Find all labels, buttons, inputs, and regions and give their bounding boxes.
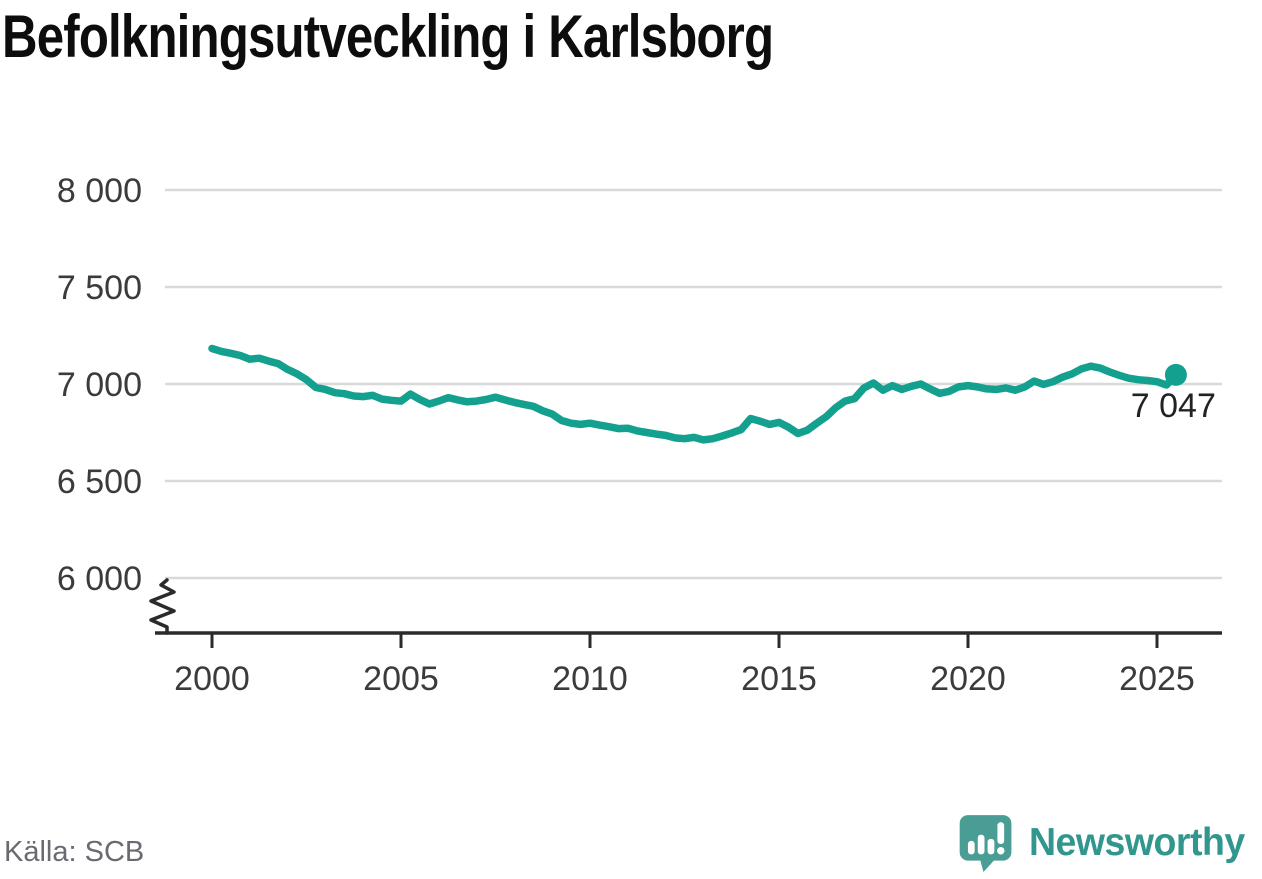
chart-title: Befolkningsutveckling i Karlsborg [2, 3, 774, 70]
source-note: Källa: SCB [4, 836, 145, 868]
x-tick-label-2025: 2025 [1119, 660, 1195, 698]
y-tick-label-6500: 6 500 [57, 463, 142, 501]
x-tick-label-2010: 2010 [552, 660, 628, 698]
x-tick-label-2015: 2015 [741, 660, 817, 698]
end-value-label: 7 047 [1131, 387, 1216, 425]
series-end-dot [1164, 363, 1187, 386]
y-tick-label-6000: 6 000 [57, 560, 142, 598]
newsworthy-speech-bubble-chart-icon [959, 815, 1012, 872]
y-tick-label-7000: 7 000 [57, 366, 142, 404]
y-axis-break-icon [149, 578, 176, 635]
x-tick-label-2005: 2005 [363, 660, 439, 698]
x-tick-label-2020: 2020 [930, 660, 1006, 698]
population-series-line [208, 344, 1180, 444]
x-tick-label-2000: 2000 [174, 660, 250, 698]
y-tick-label-8000: 8 000 [57, 172, 142, 210]
newsworthy-wordmark: Newsworthy [1029, 821, 1246, 864]
newsworthy-logo: Newsworthy [953, 813, 1254, 873]
y-tick-label-7500: 7 500 [57, 269, 142, 307]
